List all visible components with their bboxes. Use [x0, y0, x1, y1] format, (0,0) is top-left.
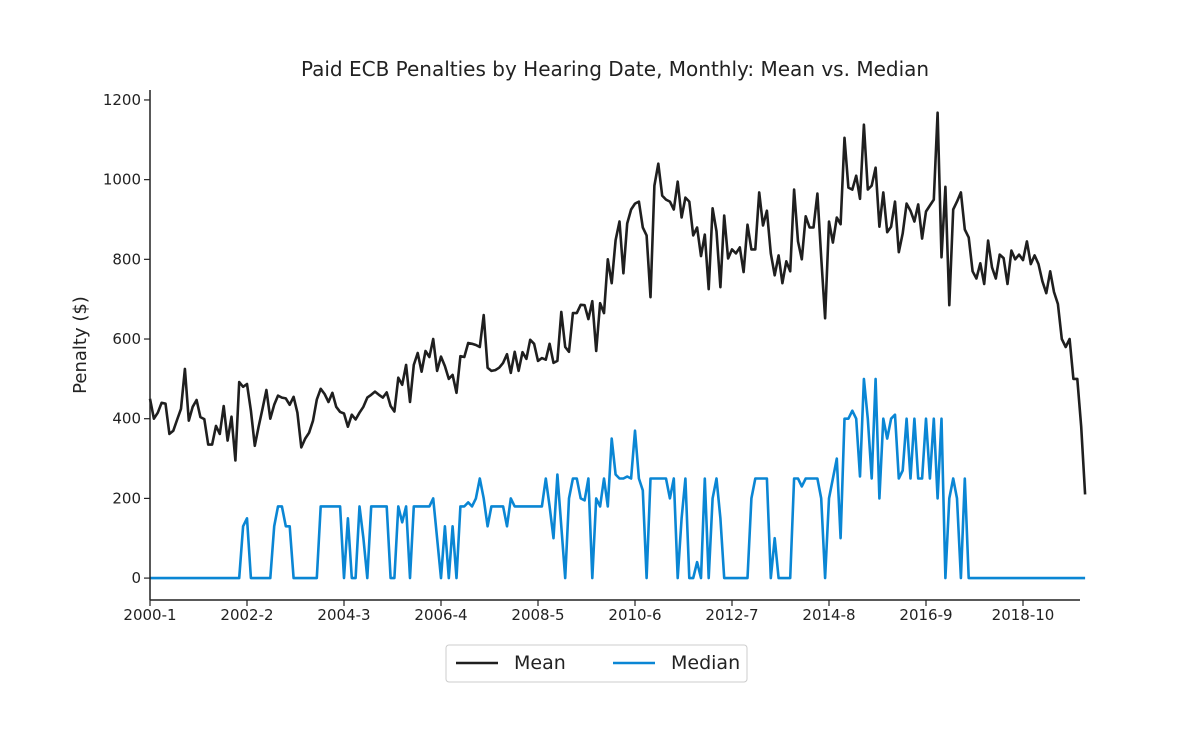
legend-box: [445, 644, 748, 683]
x-tick-label: 2010-6: [608, 606, 661, 624]
x-tick-label: 2004-3: [317, 606, 370, 624]
series-line-mean: [148, 111, 1087, 495]
y-tick-label: 400: [112, 410, 141, 428]
x-tick-label: 2018-10: [992, 606, 1055, 624]
legend: Mean Median: [445, 644, 748, 683]
chart-title: Paid ECB Penalties by Hearing Date, Mont…: [301, 57, 929, 81]
x-tick-label: 2012-7: [705, 606, 758, 624]
x-tick-label: 2006-4: [414, 606, 467, 624]
series-line-median: [150, 377, 1086, 580]
legend-items: Mean Median: [456, 652, 740, 674]
x-tick-label: 2008-5: [511, 606, 564, 624]
x-tick-label: 2000-1: [123, 606, 176, 624]
y-tick-label: 1200: [103, 91, 141, 109]
y-tick-label: 1000: [103, 171, 141, 189]
plot-lines: [148, 111, 1087, 580]
x-tick-label: 2014-8: [802, 606, 855, 624]
legend-label-median: Median: [671, 652, 740, 674]
x-tick-label: 2002-2: [220, 606, 273, 624]
x-ticks: 2000-1 2002-2 2004-3 2006-4 2008-5 2010-6 2012…: [123, 600, 1054, 624]
y-tick-label: 200: [112, 489, 141, 507]
legend-label-mean: Mean: [514, 652, 566, 674]
y-tick-label: 600: [112, 330, 141, 348]
x-tick-label: 2016-9: [899, 606, 952, 624]
y-axis-label: Penalty ($): [70, 296, 91, 394]
y-tick-label: 0: [131, 569, 141, 587]
y-tick-label: 800: [112, 250, 141, 268]
y-ticks: 0 200 400 600 800 1000 1200: [103, 91, 150, 587]
